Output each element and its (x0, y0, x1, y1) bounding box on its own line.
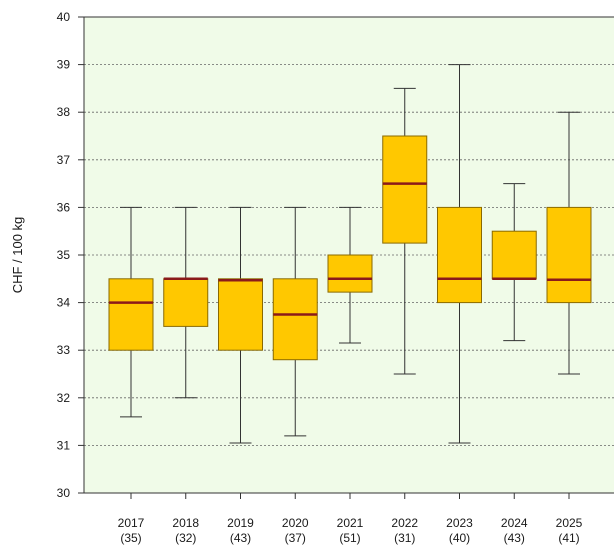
x-tick-label: 2023 (446, 516, 473, 530)
y-tick-label: 30 (57, 486, 71, 500)
x-tick-label: 2017 (118, 516, 145, 530)
x-count-label: (40) (449, 531, 470, 545)
y-tick-label: 38 (57, 105, 71, 119)
box-2025 (546, 111, 592, 375)
y-tick-label: 35 (57, 248, 71, 262)
box-2024 (491, 183, 537, 342)
x-count-label: (32) (175, 531, 196, 545)
box-2019 (218, 206, 263, 444)
box-2018 (163, 206, 209, 399)
box-iqr (382, 135, 428, 244)
box-iqr (546, 206, 592, 304)
y-tick-label: 39 (57, 58, 71, 72)
y-tick-label: 37 (57, 153, 71, 167)
x-tick-label: 2019 (227, 516, 254, 530)
x-tick-label: 2022 (391, 516, 418, 530)
y-axis: 30 31 32 33 34 35 36 37 38 39 40 (57, 10, 614, 500)
box-2021 (327, 206, 373, 344)
y-tick-label: 32 (57, 391, 71, 405)
boxes (108, 64, 592, 444)
x-count-label: (51) (339, 531, 360, 545)
y-tick-label: 34 (57, 296, 71, 310)
x-count-label: (35) (120, 531, 141, 545)
y-tick-label: 33 (57, 343, 71, 357)
y-tick-label: 31 (57, 438, 71, 452)
box-2022 (382, 87, 428, 375)
box-2023 (437, 64, 482, 444)
box-2017 (108, 206, 154, 418)
x-tick-label: 2025 (556, 516, 583, 530)
y-axis-label: CHF / 100 kg (10, 217, 25, 294)
y-tick-label: 40 (57, 10, 71, 24)
box-iqr (218, 278, 263, 351)
x-axis: 2017(35)2018(32)2019(43)2020(37)2021(51)… (84, 492, 614, 545)
x-count-label: (43) (230, 531, 251, 545)
box-iqr (327, 254, 373, 293)
box-2020 (272, 206, 318, 437)
box-iqr (491, 230, 537, 280)
box-iqr (437, 206, 482, 304)
x-tick-label: 2018 (172, 516, 199, 530)
x-tick-label: 2021 (337, 516, 364, 530)
x-count-label: (37) (285, 531, 306, 545)
x-tick-label: 2020 (282, 516, 309, 530)
box-iqr (163, 278, 209, 327)
x-count-label: (41) (558, 531, 579, 545)
box-iqr (272, 278, 318, 361)
y-tick-label: 36 (57, 200, 71, 214)
x-count-label: (43) (504, 531, 525, 545)
x-tick-label: 2024 (501, 516, 528, 530)
x-count-label: (31) (394, 531, 415, 545)
box-iqr (108, 278, 154, 351)
